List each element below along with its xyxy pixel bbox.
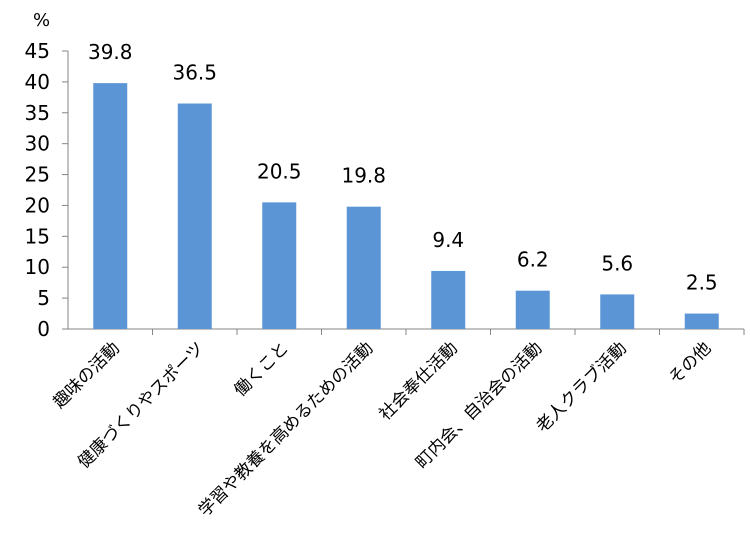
y-tick-label: 40 [25, 70, 50, 94]
bar [177, 103, 212, 329]
data-label: 5.6 [601, 251, 633, 275]
data-label: 9.4 [432, 228, 464, 252]
y-tick-label: 30 [25, 132, 50, 156]
category-label: 老人クラブ活動 [532, 338, 631, 437]
bar [346, 206, 381, 329]
category-label: 社会奉仕活動 [376, 338, 462, 424]
y-tick-label: 25 [25, 163, 50, 187]
y-axis-unit-label: % [33, 10, 50, 31]
y-tick-label: 35 [25, 101, 50, 125]
data-label: 39.8 [88, 40, 133, 64]
data-label: 20.5 [257, 159, 302, 183]
category-label: 働くこと [231, 338, 293, 400]
bar [93, 83, 128, 329]
y-tick-label: 20 [25, 193, 50, 217]
category-label: 学習や教養を高めるための活動 [195, 338, 377, 520]
category-label: 趣味の活動 [50, 338, 124, 412]
bar [684, 313, 719, 329]
data-labels: 39.8 36.5 20.5 19.8 9.4 6.2 5.6 2.5 [88, 40, 718, 294]
bars [93, 83, 745, 335]
y-tick-label: 10 [25, 255, 50, 279]
data-label: 2.5 [686, 271, 718, 295]
bar [600, 294, 635, 329]
bar [431, 270, 466, 329]
y-tick-label: 5 [37, 286, 50, 310]
data-label: 6.2 [517, 248, 549, 272]
y-axis-ticks: 0 5 10 15 20 25 30 35 40 45 [25, 39, 68, 341]
y-tick-label: 15 [25, 224, 50, 248]
category-label: その他 [665, 338, 715, 388]
bar [262, 202, 297, 329]
y-tick-label: 45 [25, 39, 50, 63]
data-label: 19.8 [341, 164, 386, 188]
y-tick-label: 0 [37, 317, 50, 341]
data-label: 36.5 [172, 61, 217, 85]
bar [515, 290, 550, 329]
